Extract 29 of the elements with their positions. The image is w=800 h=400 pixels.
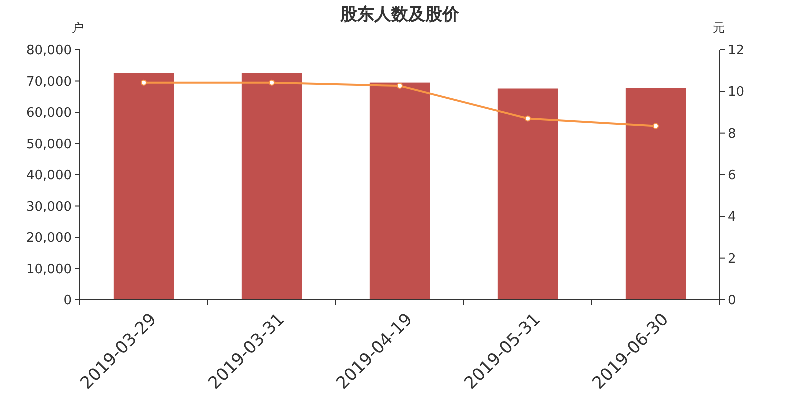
y-tick-label: 10,000 — [26, 262, 72, 278]
y2-tick-label: 10 — [728, 85, 745, 100]
y2-tick-label: 6 — [728, 168, 736, 184]
y2-tick-label: 0 — [728, 294, 736, 309]
y-axis-title: 户 — [72, 21, 84, 35]
y-tick-label: 30,000 — [26, 200, 72, 215]
y-tick-label: 20,000 — [26, 231, 72, 246]
chart-title: 股东人数及股价 — [340, 5, 460, 25]
point — [269, 80, 275, 86]
point — [397, 83, 403, 90]
y-tick-label: 80,000 — [26, 44, 72, 59]
y2-tick-label: 2 — [728, 252, 736, 267]
bar — [114, 73, 174, 300]
point — [141, 80, 147, 86]
y2-tick-label: 4 — [728, 210, 736, 226]
point — [653, 123, 659, 130]
y-tick-label: 40,000 — [26, 168, 72, 184]
y2-tick-label: 12 — [728, 44, 745, 59]
y-tick-label: 0 — [64, 294, 72, 309]
bar — [626, 88, 686, 300]
y-tick-label: 50,000 — [26, 137, 72, 152]
bar — [498, 88, 558, 300]
bar — [242, 73, 302, 300]
y-tick-label: 60,000 — [26, 106, 72, 122]
bar — [370, 82, 430, 300]
y-tick-label: 70,000 — [26, 74, 72, 90]
y2-axis-title: 元 — [713, 21, 725, 35]
point — [525, 116, 531, 122]
y2-tick-label: 8 — [728, 126, 736, 142]
